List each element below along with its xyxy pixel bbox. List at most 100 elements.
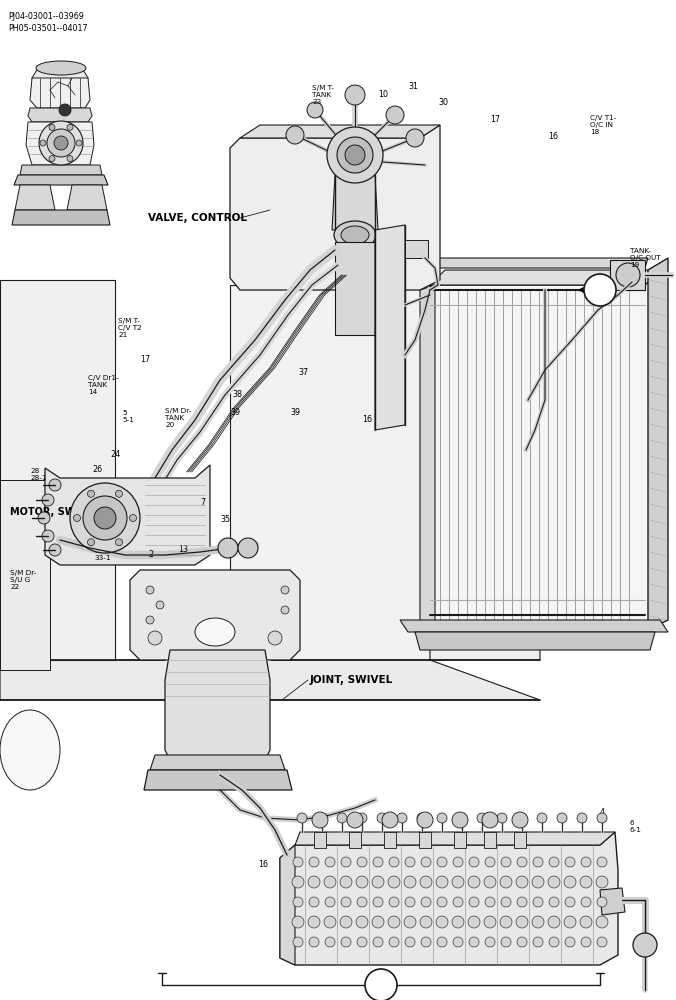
Polygon shape bbox=[230, 285, 430, 660]
Circle shape bbox=[372, 876, 384, 888]
Circle shape bbox=[420, 876, 432, 888]
Circle shape bbox=[564, 876, 576, 888]
Circle shape bbox=[548, 876, 560, 888]
Circle shape bbox=[357, 937, 367, 947]
Polygon shape bbox=[130, 570, 300, 660]
Polygon shape bbox=[375, 225, 405, 430]
Circle shape bbox=[116, 539, 122, 546]
Polygon shape bbox=[430, 270, 660, 625]
Text: S/M Dr-
S/U G
22: S/M Dr- S/U G 22 bbox=[10, 570, 37, 590]
Polygon shape bbox=[335, 242, 375, 335]
Circle shape bbox=[39, 121, 83, 165]
Text: S/M T-
C/V T2
21: S/M T- C/V T2 21 bbox=[118, 318, 142, 338]
Bar bbox=[514, 832, 526, 848]
Text: 3
3-1: 3 3-1 bbox=[300, 912, 312, 925]
Circle shape bbox=[565, 937, 575, 947]
Bar bbox=[384, 832, 396, 848]
Polygon shape bbox=[144, 770, 292, 790]
Polygon shape bbox=[280, 845, 295, 965]
Circle shape bbox=[377, 813, 387, 823]
Bar bbox=[454, 832, 466, 848]
Circle shape bbox=[452, 812, 468, 828]
Circle shape bbox=[317, 813, 327, 823]
Circle shape bbox=[70, 483, 140, 553]
Circle shape bbox=[345, 85, 365, 105]
Polygon shape bbox=[150, 755, 285, 770]
Circle shape bbox=[457, 813, 467, 823]
Circle shape bbox=[74, 514, 80, 522]
Text: 6
6-1: 6 6-1 bbox=[630, 820, 642, 833]
Polygon shape bbox=[240, 125, 440, 138]
Text: 7: 7 bbox=[200, 498, 205, 507]
Text: 4: 4 bbox=[600, 808, 605, 817]
Polygon shape bbox=[430, 270, 660, 285]
Polygon shape bbox=[67, 185, 107, 210]
Circle shape bbox=[94, 507, 116, 529]
Circle shape bbox=[297, 813, 307, 823]
Text: TANK-
O/C OUT
19: TANK- O/C OUT 19 bbox=[630, 248, 660, 268]
Circle shape bbox=[49, 156, 55, 162]
Circle shape bbox=[389, 857, 399, 867]
Circle shape bbox=[596, 916, 608, 928]
Circle shape bbox=[382, 812, 398, 828]
Text: 16: 16 bbox=[362, 415, 372, 424]
Circle shape bbox=[581, 857, 591, 867]
Circle shape bbox=[347, 812, 363, 828]
Ellipse shape bbox=[36, 61, 86, 75]
Circle shape bbox=[325, 937, 335, 947]
Circle shape bbox=[388, 916, 400, 928]
Circle shape bbox=[373, 897, 383, 907]
Circle shape bbox=[497, 813, 507, 823]
Circle shape bbox=[268, 631, 282, 645]
Circle shape bbox=[49, 544, 61, 556]
Ellipse shape bbox=[334, 221, 376, 249]
Text: C/V T1-
O/C IN
18: C/V T1- O/C IN 18 bbox=[590, 115, 617, 135]
Polygon shape bbox=[430, 285, 540, 660]
Ellipse shape bbox=[341, 226, 369, 244]
Circle shape bbox=[453, 897, 463, 907]
Polygon shape bbox=[405, 240, 428, 258]
Circle shape bbox=[549, 857, 559, 867]
Text: PJ04-03001--03969: PJ04-03001--03969 bbox=[8, 12, 84, 21]
Circle shape bbox=[597, 937, 607, 947]
Polygon shape bbox=[295, 832, 615, 845]
Circle shape bbox=[324, 876, 336, 888]
Circle shape bbox=[453, 937, 463, 947]
Polygon shape bbox=[230, 125, 440, 290]
Circle shape bbox=[436, 876, 448, 888]
Circle shape bbox=[517, 937, 527, 947]
Text: 28
28-1: 28 28-1 bbox=[30, 468, 47, 481]
Circle shape bbox=[405, 937, 415, 947]
Polygon shape bbox=[14, 175, 108, 185]
Circle shape bbox=[517, 857, 527, 867]
Circle shape bbox=[406, 129, 424, 147]
Circle shape bbox=[421, 897, 431, 907]
Circle shape bbox=[501, 937, 511, 947]
Circle shape bbox=[397, 813, 407, 823]
Text: MOTOR, SWING: MOTOR, SWING bbox=[10, 507, 95, 517]
Circle shape bbox=[42, 494, 54, 506]
Circle shape bbox=[512, 812, 528, 828]
Circle shape bbox=[404, 916, 416, 928]
Text: 17: 17 bbox=[140, 355, 150, 364]
Text: 13: 13 bbox=[178, 545, 188, 554]
Circle shape bbox=[373, 937, 383, 947]
Circle shape bbox=[532, 876, 544, 888]
Circle shape bbox=[308, 876, 320, 888]
Polygon shape bbox=[165, 650, 270, 760]
Circle shape bbox=[325, 897, 335, 907]
Polygon shape bbox=[32, 68, 88, 96]
Circle shape bbox=[485, 897, 495, 907]
Circle shape bbox=[42, 530, 54, 542]
Circle shape bbox=[87, 539, 95, 546]
Circle shape bbox=[580, 916, 592, 928]
Circle shape bbox=[67, 124, 73, 130]
Text: 17: 17 bbox=[490, 115, 500, 124]
Circle shape bbox=[469, 857, 479, 867]
Polygon shape bbox=[400, 620, 668, 632]
Circle shape bbox=[501, 897, 511, 907]
Circle shape bbox=[533, 857, 543, 867]
Text: 24: 24 bbox=[110, 450, 120, 459]
Circle shape bbox=[40, 140, 46, 146]
Bar bbox=[484, 832, 496, 848]
